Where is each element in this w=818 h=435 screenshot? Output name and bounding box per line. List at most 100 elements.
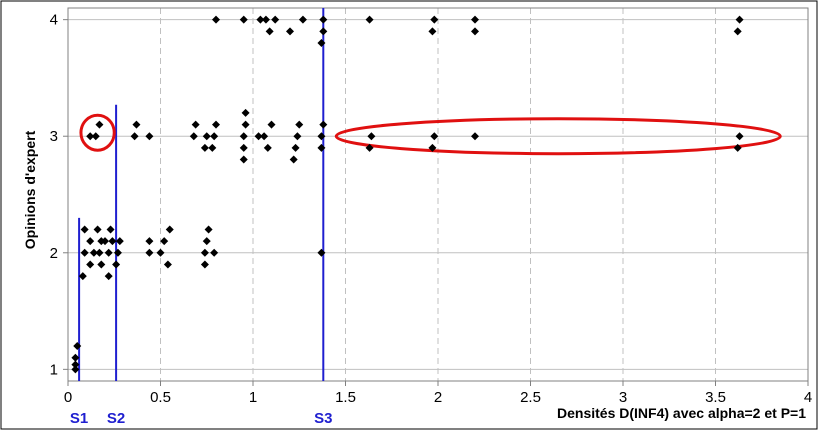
data-point [265,27,274,36]
data-point [254,132,263,141]
data-point [289,155,298,164]
data-point [93,225,102,234]
data-point [200,248,209,257]
x-tick-label: 2.5 [520,389,541,406]
x-tick-label: 0 [64,389,72,406]
data-point [191,120,200,129]
data-point [430,132,439,141]
data-point [160,237,169,246]
data-point [733,27,742,36]
data-point [365,143,374,152]
data-point [156,248,165,257]
data-point [428,143,437,152]
data-point [145,132,154,141]
data-point [73,342,82,351]
data-point [78,272,87,281]
data-point [145,248,154,257]
data-point [163,260,172,269]
x-axis-ticks: 0 0.5 1 1.5 2 2.5 3 3.5 4 [64,381,812,406]
y-tick-label: 2 [50,245,58,262]
data-point [367,132,376,141]
data-point [239,155,248,164]
data-point [86,132,95,141]
data-point [260,132,269,141]
data-point [317,248,326,257]
threshold-label-s1: S1 [70,410,88,427]
data-point [91,132,100,141]
data-point [95,120,104,129]
data-point [471,132,479,141]
y-tick-label: 1 [50,361,58,378]
data-point [132,120,141,129]
data-point [208,143,217,152]
data-point [95,248,104,257]
x-tick-label: 1 [249,389,257,406]
data-point [200,260,209,269]
x-tick-label: 2 [434,389,442,406]
highlight-ellipse [79,113,116,152]
data-point [204,225,213,234]
data-point [735,15,744,24]
data-point [428,27,437,36]
data-point [295,120,304,129]
data-point [319,27,328,36]
data-point [89,248,98,257]
data-point [293,132,302,141]
data-point [319,120,328,129]
data-point [101,237,109,246]
threshold-label-s2: S2 [107,410,125,427]
data-point [212,15,220,24]
x-tick-label: 1.5 [335,389,356,406]
data-point [189,132,198,141]
y-tick-label: 3 [50,128,58,145]
data-point [261,15,270,24]
data-point [104,248,113,257]
data-point [471,27,479,36]
data-point [365,15,374,24]
data-point [319,15,328,24]
data-point [239,143,248,152]
data-point [291,143,300,152]
x-tick-label: 3 [619,389,627,406]
threshold-lines: S1 S2 S3 [70,8,332,427]
data-point [71,353,80,362]
x-tick-label: 4 [804,389,812,406]
data-point [210,248,219,257]
data-point [271,15,280,24]
x-axis-label: Densités D(INF4) avec alpha=2 et P=1 [557,405,806,421]
data-point [317,38,326,47]
data-point [286,27,294,36]
data-point [112,260,121,269]
x-tick-label: 3.5 [705,389,726,406]
data-point [86,237,95,246]
data-point [210,132,219,141]
data-points [71,15,744,374]
x-tick-label: 0.5 [150,389,171,406]
data-point [80,225,89,234]
data-point [71,360,80,369]
data-point [165,225,174,234]
data-point [263,143,272,152]
data-point [212,120,220,129]
data-point [241,120,250,129]
data-point [200,143,209,152]
data-point [113,248,122,257]
data-point [106,225,115,234]
data-point [104,272,113,281]
data-point [202,237,211,246]
data-point [97,260,106,269]
y-tick-label: 4 [50,12,58,29]
highlight-ellipse [334,117,782,156]
y-axis-ticks: 1 2 3 4 [50,12,68,378]
data-point [267,120,276,129]
data-point [735,132,744,141]
data-point [430,15,439,24]
data-point [298,15,307,24]
threshold-label-s3: S3 [314,410,332,427]
data-point [108,237,117,246]
data-point [239,15,248,24]
data-point [317,132,326,141]
